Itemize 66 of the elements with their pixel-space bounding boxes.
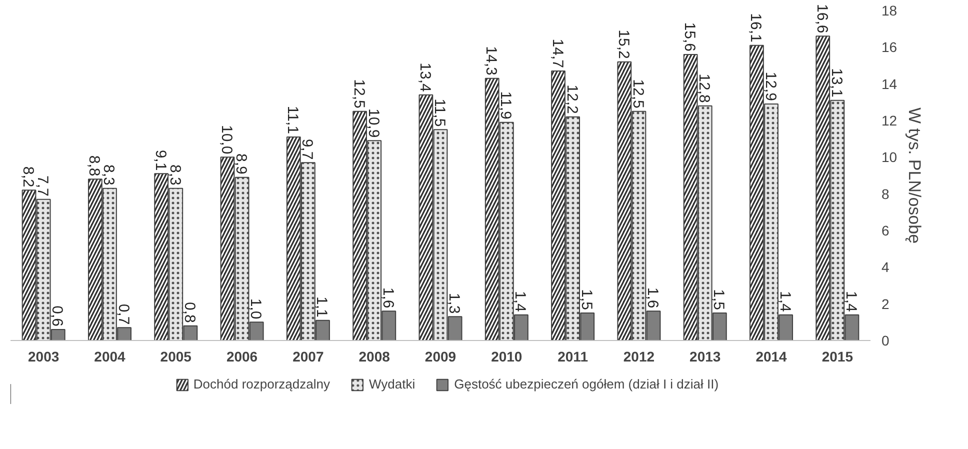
x-tick-label: 2006 bbox=[226, 348, 258, 364]
data-label: 11,5 bbox=[431, 98, 448, 127]
data-label: 1,4 bbox=[776, 290, 794, 312]
y-tick-label: 14 bbox=[882, 76, 898, 92]
data-label: 0,8 bbox=[180, 302, 198, 323]
data-label: 0,7 bbox=[114, 304, 132, 325]
data-label: 8,3 bbox=[166, 164, 184, 186]
data-label: 12,9 bbox=[762, 72, 779, 102]
data-label: 1,0 bbox=[247, 298, 264, 320]
data-label: 0,6 bbox=[48, 306, 66, 327]
data-label: 12,2 bbox=[563, 84, 580, 114]
y-axis-title: W tys. PLN/osobę bbox=[905, 107, 924, 244]
data-label: 15,2 bbox=[614, 30, 632, 59]
y-tick-label: 12 bbox=[882, 112, 898, 128]
y-tick-label: 0 bbox=[882, 332, 890, 348]
x-tick-label: 2012 bbox=[623, 348, 655, 364]
y-tick-label: 18 bbox=[882, 2, 898, 18]
data-label: 8,9 bbox=[232, 153, 250, 174]
data-label: 13,1 bbox=[828, 68, 845, 98]
data-label: 1,6 bbox=[379, 287, 396, 308]
data-label: 9,1 bbox=[152, 150, 169, 171]
data-label: 13,4 bbox=[416, 62, 434, 92]
data-label: 8,8 bbox=[86, 155, 103, 176]
x-tick-label: 2011 bbox=[558, 348, 588, 364]
data-label: 11,1 bbox=[284, 106, 302, 134]
data-label: 1,4 bbox=[512, 290, 529, 312]
data-label: 1,5 bbox=[710, 289, 728, 310]
data-label: 10,9 bbox=[364, 108, 382, 138]
data-label: 8,2 bbox=[20, 166, 37, 188]
data-label: 16,6 bbox=[813, 4, 830, 34]
y-tick-label: 10 bbox=[882, 149, 898, 166]
x-tick-label: 2003 bbox=[28, 348, 60, 364]
data-label: 7,7 bbox=[34, 175, 52, 196]
data-label: 10,0 bbox=[218, 124, 235, 154]
x-tick-label: 2004 bbox=[94, 348, 126, 364]
data-label: 1,3 bbox=[446, 292, 463, 314]
data-label: 8,3 bbox=[100, 164, 118, 186]
legend-label: Dochód rozporządzalny bbox=[193, 376, 330, 392]
data-label: 1,6 bbox=[644, 287, 662, 308]
data-label: 11,9 bbox=[497, 91, 514, 120]
y-tick-label: 6 bbox=[882, 222, 890, 238]
data-label: 9,7 bbox=[298, 138, 316, 160]
data-label: 12,8 bbox=[696, 74, 713, 103]
data-label: 16,1 bbox=[747, 13, 764, 42]
data-label: 14,7 bbox=[548, 38, 566, 68]
y-tick-label: 16 bbox=[882, 39, 898, 56]
data-label: 12,5 bbox=[350, 79, 368, 108]
y-tick-label: 4 bbox=[882, 259, 890, 276]
data-label: 12,5 bbox=[629, 79, 646, 108]
data-label: 14,3 bbox=[482, 46, 500, 76]
x-tick-label: 2013 bbox=[690, 348, 721, 364]
x-tick-label: 2005 bbox=[160, 348, 192, 364]
y-tick-label: 2 bbox=[882, 296, 890, 312]
legend-label: Gęstość ubezpieczeń ogółem (dział I i dział II) bbox=[454, 376, 719, 392]
legend-label: Wydatki bbox=[368, 376, 416, 392]
x-tick-label: 2010 bbox=[491, 348, 522, 364]
data-label: 15,6 bbox=[681, 22, 698, 52]
x-tick-label: 2009 bbox=[424, 348, 456, 364]
data-label: 1,4 bbox=[842, 290, 860, 312]
data-label: 1,1 bbox=[313, 296, 330, 318]
x-tick-label: 2008 bbox=[358, 348, 390, 364]
y-tick-label: 8 bbox=[882, 186, 890, 202]
x-tick-label: 2015 bbox=[822, 348, 854, 364]
x-tick-label: 2007 bbox=[292, 348, 324, 364]
data-label: 1,5 bbox=[578, 289, 595, 310]
x-tick-label: 2014 bbox=[756, 348, 788, 364]
